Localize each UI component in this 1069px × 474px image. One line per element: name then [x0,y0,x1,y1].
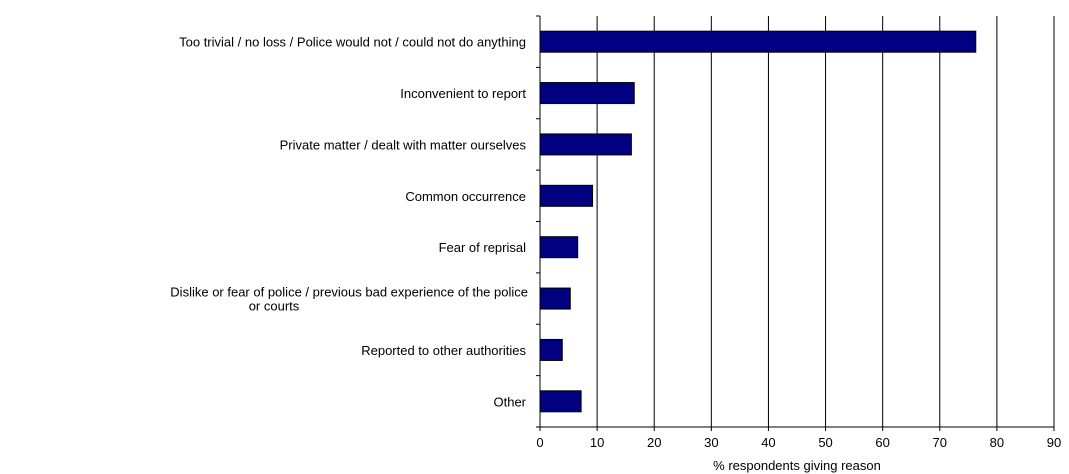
category-label: Dislike or fear of police / previous bad… [170,285,528,314]
x-tick-label: 70 [933,435,947,450]
category-label: Too trivial / no loss / Police would not… [179,35,526,50]
x-tick-label: 0 [536,435,543,450]
x-tick-label: 50 [818,435,832,450]
bar [539,82,635,105]
x-tick-label: 60 [875,435,889,450]
category-label-line: or courts [249,299,300,314]
category-label: Reported to other authorities [361,343,526,358]
bar [539,390,582,413]
bar [539,133,632,156]
gridlines [596,16,1055,427]
bar [539,338,563,361]
axes: 0 10 20 30 40 50 60 70 80 90 [536,15,1061,450]
bar [539,30,977,53]
x-axis-title: % respondents giving reason [713,458,881,473]
category-label: Common occurrence [405,189,526,204]
x-tick-label: 90 [1047,435,1061,450]
bar [539,236,579,259]
bars [539,30,977,413]
x-tick-label: 30 [704,435,718,450]
bar [539,287,571,310]
x-tick-label: 40 [761,435,775,450]
bar [539,184,594,207]
x-tick-label: 20 [647,435,661,450]
category-labels: Too trivial / no loss / Police would not… [170,35,528,410]
category-label-line: Dislike or fear of police / previous bad… [170,285,528,300]
x-tick-label: 80 [990,435,1004,450]
category-label: Inconvenient to report [400,86,526,101]
x-tick-label: 10 [590,435,604,450]
category-label: Other [493,394,526,409]
category-label: Fear of reprisal [439,240,527,255]
category-label: Private matter / dealt with matter ourse… [280,137,527,152]
